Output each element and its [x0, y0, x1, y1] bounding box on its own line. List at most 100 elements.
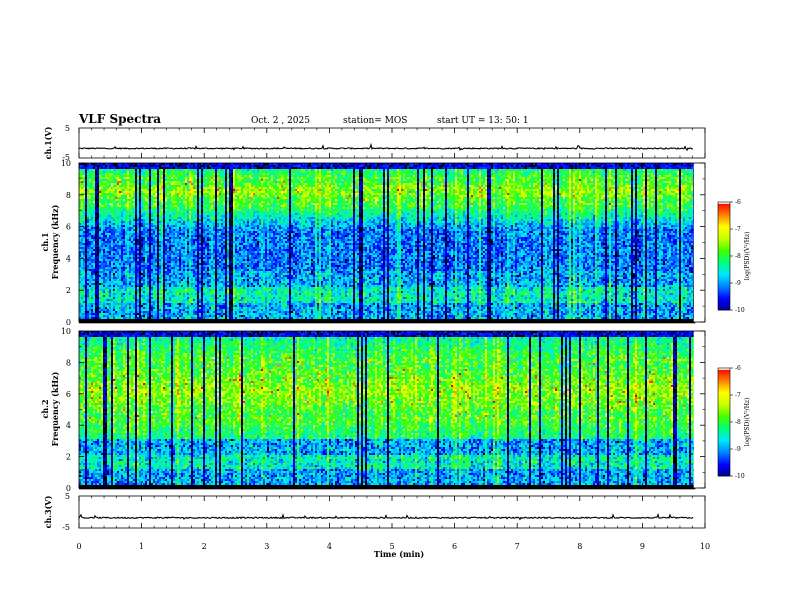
spectrogram-cell [199, 233, 202, 236]
spectrogram-cell [107, 295, 110, 298]
spectrogram-cell [105, 175, 108, 178]
spectrogram-cell [121, 173, 124, 176]
spectrogram-cell [167, 289, 170, 292]
spectrogram-cell [179, 251, 182, 254]
spectrogram-cell [117, 191, 120, 194]
spectrogram-cell [125, 173, 128, 176]
spectrogram-cell [153, 269, 156, 272]
spectrogram-cell [191, 287, 194, 290]
spectrogram-cell [181, 249, 184, 252]
spectrogram-cell [159, 235, 162, 238]
spectrogram-cell [131, 313, 134, 316]
spectrogram-cell [181, 173, 184, 176]
spectrogram-cell [159, 239, 162, 242]
spectrogram-cell [93, 215, 96, 218]
spectrogram-cell [167, 249, 170, 252]
spectrogram-cell [101, 221, 104, 224]
spectrogram-cell [153, 287, 156, 290]
spectrogram-cell [127, 181, 130, 184]
spectrogram-cell [173, 233, 176, 236]
spectrogram-cell [93, 291, 96, 294]
spectrogram-cell [87, 319, 90, 322]
spectrogram-cell [177, 287, 180, 290]
spectrogram-cell [123, 235, 126, 238]
spectrogram-cell [177, 167, 180, 170]
spectrogram-cell [163, 193, 166, 196]
spectrogram-cell [109, 277, 112, 280]
spectrogram-cell [159, 253, 162, 256]
spectrogram-cell [141, 291, 144, 294]
spectrogram-cell [127, 175, 130, 178]
spectrogram-cell [121, 309, 124, 312]
spectrogram-cell [129, 287, 132, 290]
spectrogram-cell [185, 235, 188, 238]
spectrogram-cell [197, 195, 200, 198]
spectrogram-cell [79, 279, 82, 282]
spectrogram-cell [159, 219, 162, 222]
spectrogram-cell [101, 171, 104, 174]
spectrogram-cell [83, 173, 86, 176]
spectrogram-cell [195, 223, 198, 226]
spectrogram-cell [149, 195, 152, 198]
spectrogram-cell [81, 313, 84, 316]
spectrogram-cell [91, 205, 94, 208]
spectrogram-cell [87, 301, 90, 304]
spectrogram-cell [151, 223, 154, 226]
spectrogram-cell [111, 285, 114, 288]
spectrogram-cell [167, 173, 170, 176]
spectrogram-cell [189, 239, 192, 242]
spectrogram-cell [99, 203, 102, 206]
spectrogram-cell [185, 229, 188, 232]
spectrogram-cell [95, 191, 98, 194]
spectrogram-cell [155, 271, 158, 274]
spectrogram-cell [179, 293, 182, 296]
spectrogram-cell [93, 247, 96, 250]
spectrogram-cell [115, 217, 118, 220]
spectrogram-cell [103, 233, 106, 236]
spectrogram-cell [149, 305, 152, 308]
spectrogram-cell [161, 305, 164, 308]
spectrogram-cell [157, 257, 160, 260]
spectrogram-cell [171, 193, 174, 196]
spectrogram-cell [81, 173, 84, 176]
spectrogram-cell [85, 165, 88, 168]
spectrogram-cell [167, 229, 170, 232]
spectrogram-cell [177, 201, 180, 204]
spectrogram-cell [83, 191, 86, 194]
spectrogram-cell [141, 183, 144, 186]
spectrogram-cell [177, 305, 180, 308]
spectrogram-cell [139, 247, 142, 250]
spectrogram-cell [125, 199, 128, 202]
spectrogram-cell [147, 283, 150, 286]
spectrogram-cell [193, 281, 196, 284]
spectrogram-cell [95, 227, 98, 230]
spectrogram-cell [97, 165, 100, 168]
spectrogram-cell [99, 263, 102, 266]
spectrogram-cell [111, 301, 114, 304]
spectrogram-cell [183, 185, 186, 188]
spectrogram-cell [161, 263, 164, 266]
spectrogram-cell [161, 219, 164, 222]
spectrogram-cell [185, 283, 188, 286]
spectrogram-cell [179, 229, 182, 232]
spectrogram-cell [117, 287, 120, 290]
spectrogram-cell [139, 173, 142, 176]
spectrogram-cell [113, 269, 116, 272]
spectrogram-cell [117, 259, 120, 262]
spectrogram-cell [153, 197, 156, 200]
spectrogram-cell [123, 163, 126, 166]
spectrogram-cell [95, 167, 98, 170]
spectrogram-cell [187, 287, 190, 290]
spectrogram-cell [157, 193, 160, 196]
spectrogram-cell [153, 317, 156, 320]
spectrogram-cell [155, 317, 158, 320]
spectrogram-cell [179, 289, 182, 292]
spectrogram-cell [189, 305, 192, 308]
spectrogram-cell [129, 199, 132, 202]
spectrogram-cell [191, 319, 194, 322]
spectrogram-cell [113, 309, 116, 312]
spectrogram-cell [153, 247, 156, 250]
spectrogram-cell [101, 303, 104, 306]
spectrogram-cell [125, 231, 128, 234]
spectrogram-cell [145, 213, 148, 216]
